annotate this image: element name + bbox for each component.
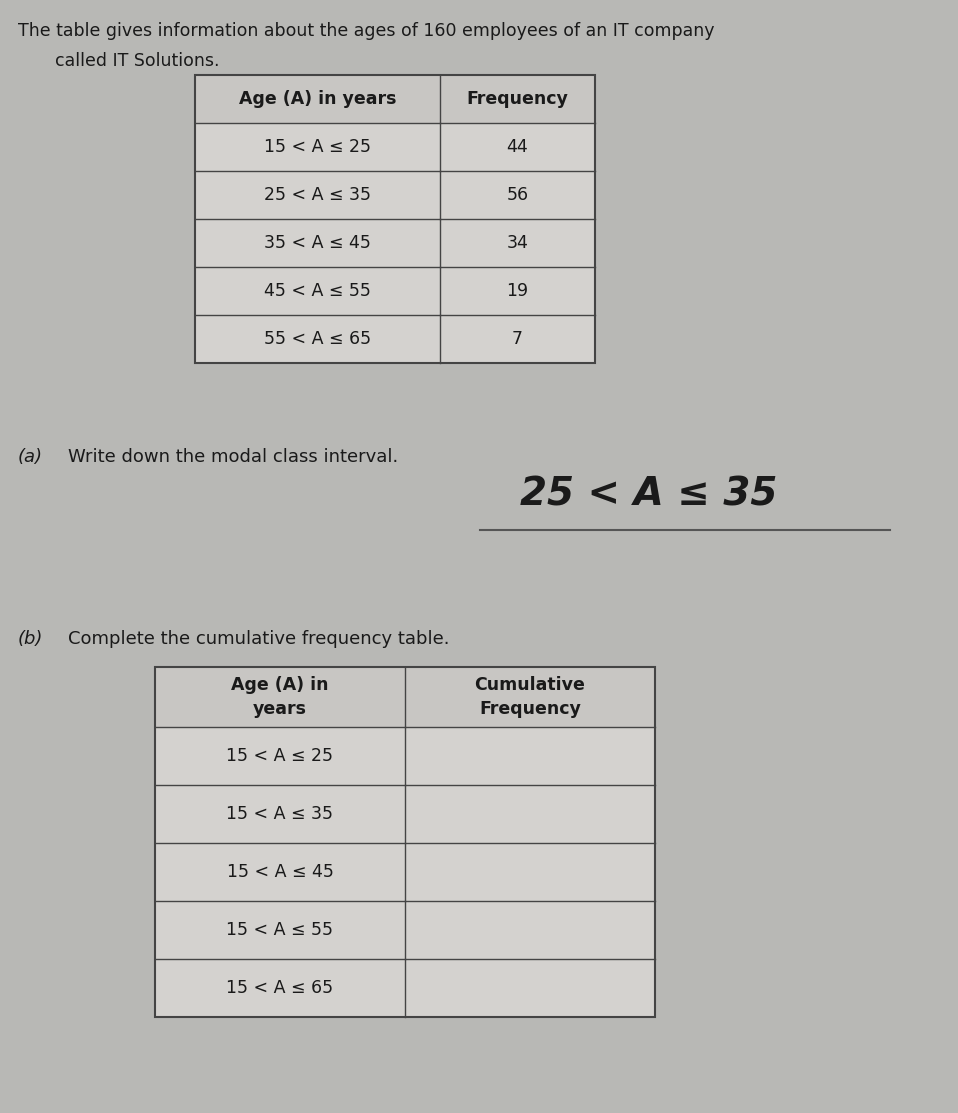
Text: Write down the modal class interval.: Write down the modal class interval. [68,449,399,466]
Text: 56: 56 [507,186,529,204]
Text: Frequency: Frequency [467,90,568,108]
Text: 25 < A ≤ 35: 25 < A ≤ 35 [520,475,777,513]
Bar [155,667,655,1017]
Bar [195,171,595,219]
Text: 44: 44 [507,138,529,156]
Bar [195,75,595,363]
Text: Cumulative
Frequency: Cumulative Frequency [474,677,585,718]
Bar [195,219,595,267]
Bar [155,727,655,785]
Bar [195,315,595,363]
Bar [195,124,595,171]
Bar [155,785,655,843]
Text: 45 < A ≤ 55: 45 < A ≤ 55 [264,282,371,301]
Text: 15 < A ≤ 45: 15 < A ≤ 45 [226,863,333,881]
Bar [155,843,655,902]
Text: (b): (b) [18,630,43,648]
Text: called IT Solutions.: called IT Solutions. [55,52,219,70]
Text: 25 < A ≤ 35: 25 < A ≤ 35 [264,186,371,204]
Text: 15 < A ≤ 25: 15 < A ≤ 25 [226,747,333,765]
Text: 15 < A ≤ 65: 15 < A ≤ 65 [226,979,333,997]
Text: Complete the cumulative frequency table.: Complete the cumulative frequency table. [68,630,449,648]
Text: Age (A) in
years: Age (A) in years [231,677,329,718]
Text: 55 < A ≤ 65: 55 < A ≤ 65 [264,329,371,348]
Text: 19: 19 [507,282,529,301]
Bar [195,267,595,315]
Text: 7: 7 [512,329,523,348]
Text: 15 < A ≤ 55: 15 < A ≤ 55 [226,920,333,939]
Text: 15 < A ≤ 35: 15 < A ≤ 35 [226,805,333,823]
Text: (a): (a) [18,449,43,466]
Bar [155,667,655,727]
Text: Age (A) in years: Age (A) in years [239,90,397,108]
Bar [195,75,595,124]
Text: 15 < A ≤ 25: 15 < A ≤ 25 [264,138,371,156]
Bar [155,959,655,1017]
Text: The table gives information about the ages of 160 employees of an IT company: The table gives information about the ag… [18,22,715,40]
Text: 35 < A ≤ 45: 35 < A ≤ 45 [264,234,371,252]
Text: 34: 34 [507,234,529,252]
Bar [155,902,655,959]
